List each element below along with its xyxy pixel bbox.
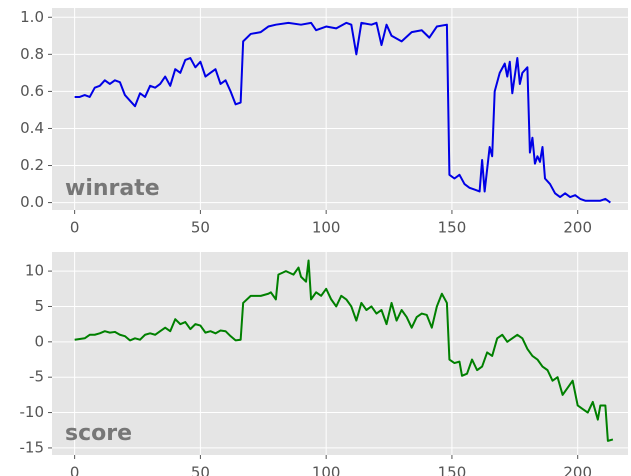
x-tick-label: 50: [191, 219, 210, 237]
plot-area: [52, 8, 628, 210]
y-tick-label: 0.0: [20, 193, 44, 211]
annotation: winrate: [65, 176, 160, 201]
y-tick-label: 0: [34, 332, 44, 350]
y-tick-label: -5: [29, 368, 44, 386]
data-line: [74, 259, 614, 442]
x-tick-label: 0: [70, 464, 80, 476]
x-tick-label: 50: [191, 464, 210, 476]
annotation: score: [65, 421, 132, 446]
plot-area: [52, 252, 628, 455]
x-tick-label: 200: [563, 219, 592, 237]
y-tick-label: -15: [20, 438, 45, 456]
y-tick-label: -10: [20, 403, 45, 421]
x-tick-label: 150: [438, 464, 467, 476]
x-tick-label: 100: [312, 219, 341, 237]
y-tick-label: 5: [34, 297, 44, 315]
x-tick-label: 150: [438, 219, 467, 237]
y-tick-label: 0.6: [20, 82, 44, 100]
y-tick-label: 0.4: [20, 119, 44, 137]
data-line: [74, 21, 611, 204]
y-tick-label: 0.8: [20, 45, 44, 63]
x-tick-label: 100: [312, 464, 341, 476]
y-tick-label: 0.2: [20, 156, 44, 174]
x-tick-label: 0: [70, 219, 80, 237]
y-tick-label: 10: [25, 262, 44, 280]
x-tick-label: 200: [563, 464, 592, 476]
y-tick-label: 1.0: [20, 8, 44, 26]
